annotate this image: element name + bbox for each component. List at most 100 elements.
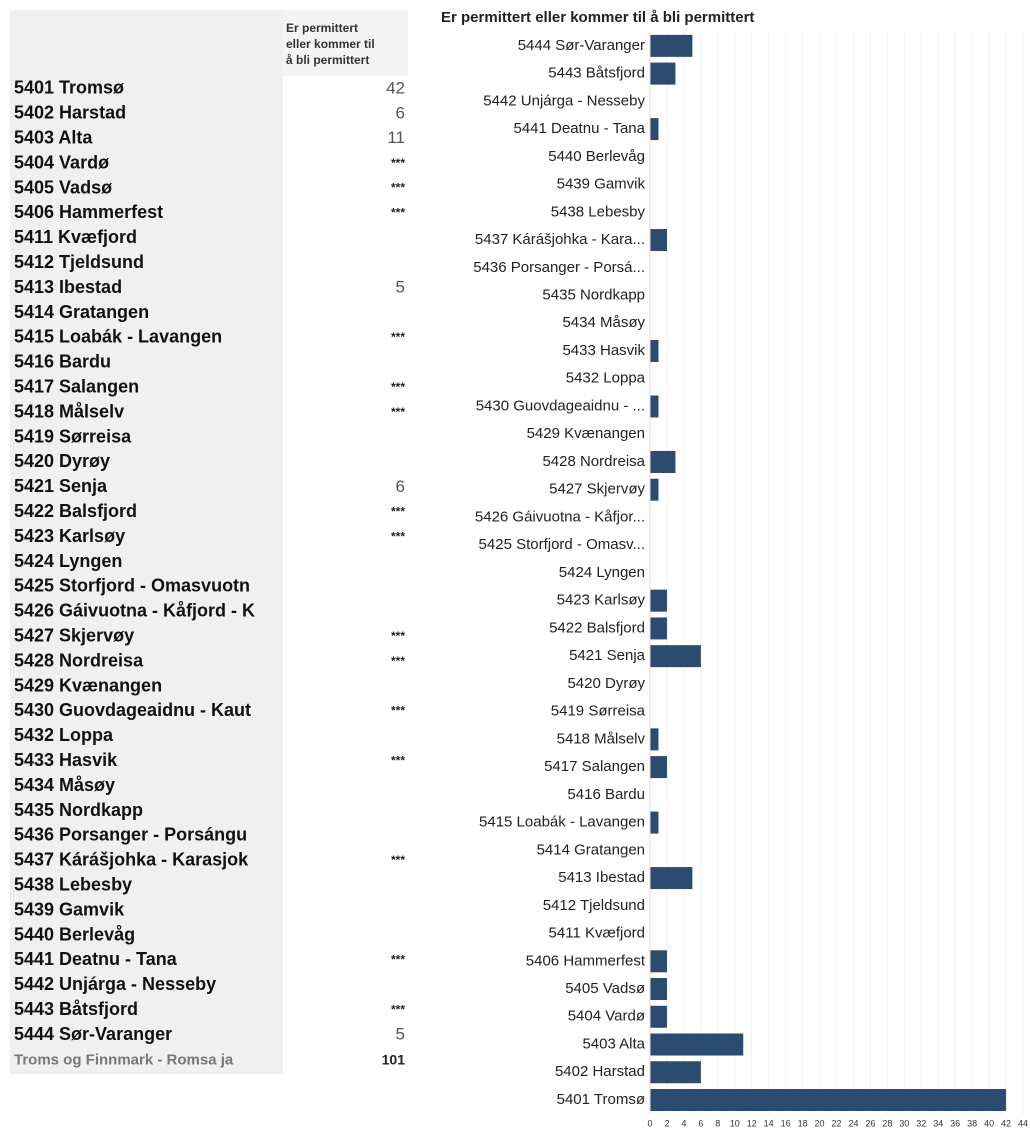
x-tick-label: 32 [916, 1118, 926, 1128]
bar [650, 1005, 667, 1028]
row-name: 5402 Harstad [14, 103, 126, 123]
row-name: 5428 Nordreisa [14, 650, 144, 670]
row-value: 5 [396, 278, 405, 297]
value-cell [283, 201, 408, 225]
y-tick-label: 5439 Gamvik [557, 176, 646, 193]
bar [650, 1033, 744, 1056]
y-tick-label: 5442 Unjárga - Nesseby [483, 92, 645, 109]
row-name: 5415 Loabák - Lavangen [14, 327, 222, 347]
row-value: *** [391, 504, 405, 518]
y-tick-label: 5441 Deatnu - Tana [514, 120, 646, 137]
x-tick-label: 4 [681, 1118, 686, 1128]
bar [650, 229, 667, 252]
row-name: 5432 Loppa [14, 725, 114, 745]
value-cell [283, 101, 408, 125]
y-tick-label: 5425 Storfjord - Omasv... [479, 536, 645, 553]
x-tick-label: 36 [950, 1118, 960, 1128]
row-value: *** [391, 380, 405, 394]
value-cell [283, 126, 408, 150]
x-tick-label: 20 [815, 1118, 825, 1128]
value-cell [283, 176, 408, 200]
value-cell [283, 400, 408, 424]
y-tick-label: 5415 Loabák - Lavangen [479, 814, 645, 831]
row-value: *** [391, 405, 405, 419]
bar [650, 1088, 1007, 1111]
bar [650, 395, 659, 418]
value-cell [283, 749, 408, 773]
x-tick-label: 28 [882, 1118, 892, 1128]
row-name: 5427 Skjervøy [14, 626, 134, 646]
row-value: 11 [387, 128, 405, 147]
row-name: 5414 Gratangen [14, 302, 149, 322]
value-cell [283, 525, 408, 549]
value-cell [283, 475, 408, 499]
value-cell [283, 550, 408, 573]
row-name: 5425 Storfjord - Omasvuotn [14, 576, 250, 596]
row-name: 5416 Bardu [14, 352, 111, 372]
value-cell [283, 77, 408, 100]
row-name: 5438 Lebesby [14, 875, 132, 895]
total-value: 101 [382, 1051, 406, 1067]
row-value: *** [391, 156, 405, 170]
row-value: *** [391, 529, 405, 543]
header-bg [283, 10, 408, 76]
bar [650, 340, 659, 363]
y-tick-label: 5402 Harstad [555, 1063, 645, 1080]
x-tick-label: 0 [647, 1118, 652, 1128]
value-cell [283, 450, 408, 474]
row-name: 5424 Lyngen [14, 551, 122, 571]
row-name: 5435 Nordkapp [14, 800, 143, 820]
value-cell [283, 624, 408, 648]
x-tick-label: 16 [781, 1118, 791, 1128]
y-tick-label: 5401 Tromsø [557, 1091, 645, 1108]
x-tick-label: 12 [747, 1118, 757, 1128]
y-tick-label: 5411 Kvæfjord [549, 925, 645, 942]
y-tick-label: 5413 Ibestad [558, 869, 645, 886]
bar [650, 950, 667, 973]
value-cell [283, 799, 408, 822]
value-cell [283, 998, 408, 1022]
bar [650, 645, 701, 668]
value-cell [283, 251, 408, 275]
x-tick-label: 26 [865, 1118, 875, 1128]
value-cell [283, 674, 408, 698]
row-value: *** [391, 753, 405, 767]
row-name: 5440 Berlevåg [14, 924, 135, 944]
row-value: *** [391, 1002, 405, 1016]
value-cell [283, 425, 408, 449]
value-cell [283, 948, 408, 972]
y-tick-label: 5419 Sørreisa [551, 703, 646, 720]
value-cell [283, 898, 408, 922]
y-tick-label: 5416 Bardu [567, 786, 645, 803]
row-name: 5441 Deatnu - Tana [14, 949, 178, 969]
y-tick-label: 5443 Båtsfjord [548, 65, 645, 82]
row-name: 5423 Karlsøy [14, 526, 125, 546]
y-tick-label: 5406 Hammerfest [526, 952, 646, 969]
y-tick-label: 5412 Tjeldsund [543, 897, 645, 914]
x-tick-label: 40 [984, 1118, 994, 1128]
row-name: 5413 Ibestad [14, 277, 122, 297]
y-tick-label: 5424 Lyngen [559, 564, 645, 581]
bar [650, 478, 659, 501]
bar [650, 118, 659, 141]
row-name: 5421 Senja [14, 476, 108, 496]
bar [650, 589, 667, 612]
row-value: *** [391, 704, 405, 718]
row-name: 5434 Måsøy [14, 775, 115, 795]
row-name: 5412 Tjeldsund [14, 252, 144, 272]
bar [650, 756, 667, 779]
y-tick-label: 5417 Salangen [544, 758, 645, 775]
row-value: *** [391, 654, 405, 668]
value-cell [283, 276, 408, 300]
y-tick-label: 5427 Skjervøy [549, 481, 645, 498]
bar [650, 1061, 701, 1084]
row-value: 6 [396, 103, 405, 122]
row-name: 5439 Gamvik [14, 899, 125, 919]
bar [650, 450, 676, 473]
row-value: 42 [386, 78, 405, 97]
value-cell [283, 774, 408, 798]
y-tick-label: 5404 Vardø [568, 1008, 645, 1025]
total-value-cell [283, 1048, 408, 1071]
y-tick-label: 5426 Gáivuotna - Kåfjor... [475, 508, 645, 525]
row-name: 5426 Gáivuotna - Kåfjord - K [14, 601, 255, 621]
